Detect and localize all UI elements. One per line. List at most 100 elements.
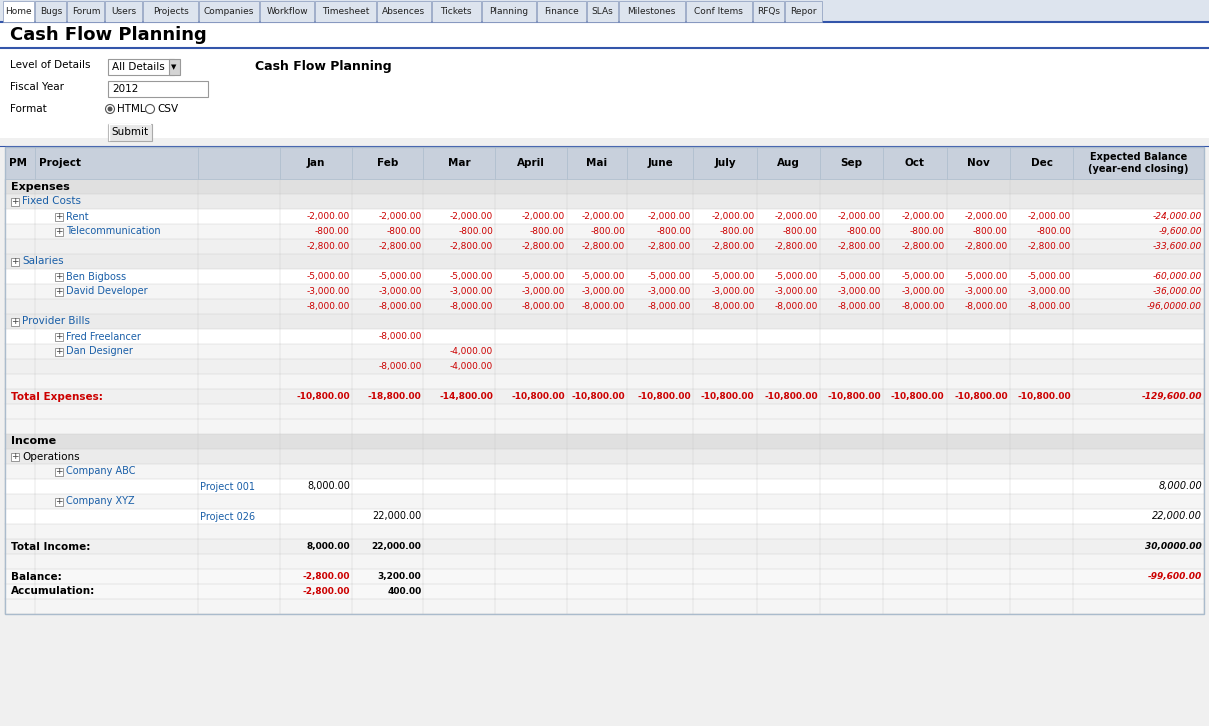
Bar [5,569,1204,584]
Bar [0,48,1209,138]
Text: -2,000.00: -2,000.00 [965,212,1008,221]
Text: Salaries: Salaries [22,256,64,266]
Text: Bugs: Bugs [40,7,62,16]
Text: +: + [56,332,63,341]
Text: Mar: Mar [449,158,470,168]
Text: -96,0000.00: -96,0000.00 [1147,302,1202,311]
Bar [108,124,152,141]
Text: RFQs: RFQs [757,7,780,16]
Bar [5,539,1204,554]
Text: -800.00: -800.00 [656,227,692,236]
Bar [2,1,34,22]
Text: -800.00: -800.00 [590,227,625,236]
Bar [316,1,376,22]
Text: Planning: Planning [490,7,528,16]
Bar [537,1,585,22]
Text: -5,000.00: -5,000.00 [711,272,754,281]
Text: Timesheet: Timesheet [322,7,369,16]
Text: -2,800.00: -2,800.00 [302,572,349,581]
Text: Fixed Costs: Fixed Costs [22,197,81,206]
Text: Cash Flow Planning: Cash Flow Planning [255,60,392,73]
Text: -800.00: -800.00 [783,227,818,236]
Text: -2,000.00: -2,000.00 [648,212,692,221]
Bar [0,0,1209,22]
Text: -2,800.00: -2,800.00 [307,242,349,251]
Text: -800.00: -800.00 [1036,227,1071,236]
Bar [5,239,1204,254]
Text: +: + [11,452,19,461]
Text: -3,000.00: -3,000.00 [521,287,565,296]
Text: -2,800.00: -2,800.00 [521,242,565,251]
Text: -8,000.00: -8,000.00 [965,302,1008,311]
Bar [144,1,198,22]
Text: 8,000.00: 8,000.00 [1158,481,1202,492]
Text: -10,800.00: -10,800.00 [764,392,818,401]
Text: Projects: Projects [152,7,189,16]
Text: Expenses: Expenses [11,182,70,192]
Text: -3,000.00: -3,000.00 [307,287,349,296]
Bar [5,419,1204,434]
Text: Fiscal Year: Fiscal Year [10,82,64,92]
Bar [11,452,19,460]
Text: Accumulation:: Accumulation: [11,587,96,597]
Text: +: + [11,257,19,266]
Text: -800.00: -800.00 [530,227,565,236]
Text: -8,000.00: -8,000.00 [450,302,493,311]
Text: Feb: Feb [377,158,399,168]
Text: Project 026: Project 026 [199,512,255,521]
Text: +: + [11,197,19,206]
Bar [5,479,1204,494]
Bar [56,272,63,280]
Text: -5,000.00: -5,000.00 [378,272,422,281]
Text: CSV: CSV [157,104,178,114]
Text: -800.00: -800.00 [973,227,1008,236]
Text: -5,000.00: -5,000.00 [521,272,565,281]
Bar [5,449,1204,464]
Text: -2,000.00: -2,000.00 [582,212,625,221]
Text: -3,000.00: -3,000.00 [378,287,422,296]
Text: Sep: Sep [840,158,863,168]
Text: -2,000.00: -2,000.00 [521,212,565,221]
Text: -800.00: -800.00 [387,227,422,236]
Text: -10,800.00: -10,800.00 [828,392,881,401]
Text: -4,000.00: -4,000.00 [450,362,493,371]
Text: Home: Home [5,7,31,16]
Text: -800.00: -800.00 [909,227,944,236]
Text: Fred Freelancer: Fred Freelancer [66,332,141,341]
Text: 22,000.00: 22,000.00 [372,512,422,521]
Text: -2,800.00: -2,800.00 [450,242,493,251]
Text: Level of Details: Level of Details [10,60,91,70]
Text: -10,800.00: -10,800.00 [701,392,754,401]
Bar [5,329,1204,344]
Text: Forum: Forum [71,7,100,16]
Text: -10,800.00: -10,800.00 [511,392,565,401]
Text: Absences: Absences [382,7,426,16]
Text: 22,000.00: 22,000.00 [1152,512,1202,521]
Bar [169,59,180,75]
Text: Aug: Aug [777,158,799,168]
Text: -3,000.00: -3,000.00 [648,287,692,296]
Text: -800.00: -800.00 [846,227,881,236]
Text: -5,000.00: -5,000.00 [648,272,692,281]
Bar [5,584,1204,599]
Text: SLAs: SLAs [591,7,613,16]
Text: Jan: Jan [307,158,325,168]
Text: -5,000.00: -5,000.00 [1028,272,1071,281]
Text: ▼: ▼ [172,64,177,70]
Bar [5,299,1204,314]
Text: Format: Format [10,104,47,114]
Circle shape [145,105,155,113]
Text: -5,000.00: -5,000.00 [307,272,349,281]
Text: -2,800.00: -2,800.00 [378,242,422,251]
Text: +: + [56,227,63,236]
Bar [5,269,1204,284]
Text: Users: Users [111,7,137,16]
Bar [56,497,63,505]
Text: -10,800.00: -10,800.00 [572,392,625,401]
Text: -2,800.00: -2,800.00 [965,242,1008,251]
Text: +: + [11,317,19,326]
Text: Cash Flow Planning: Cash Flow Planning [10,26,207,44]
Bar [5,224,1204,239]
Circle shape [105,105,115,113]
Text: 8,000.00: 8,000.00 [307,481,349,492]
